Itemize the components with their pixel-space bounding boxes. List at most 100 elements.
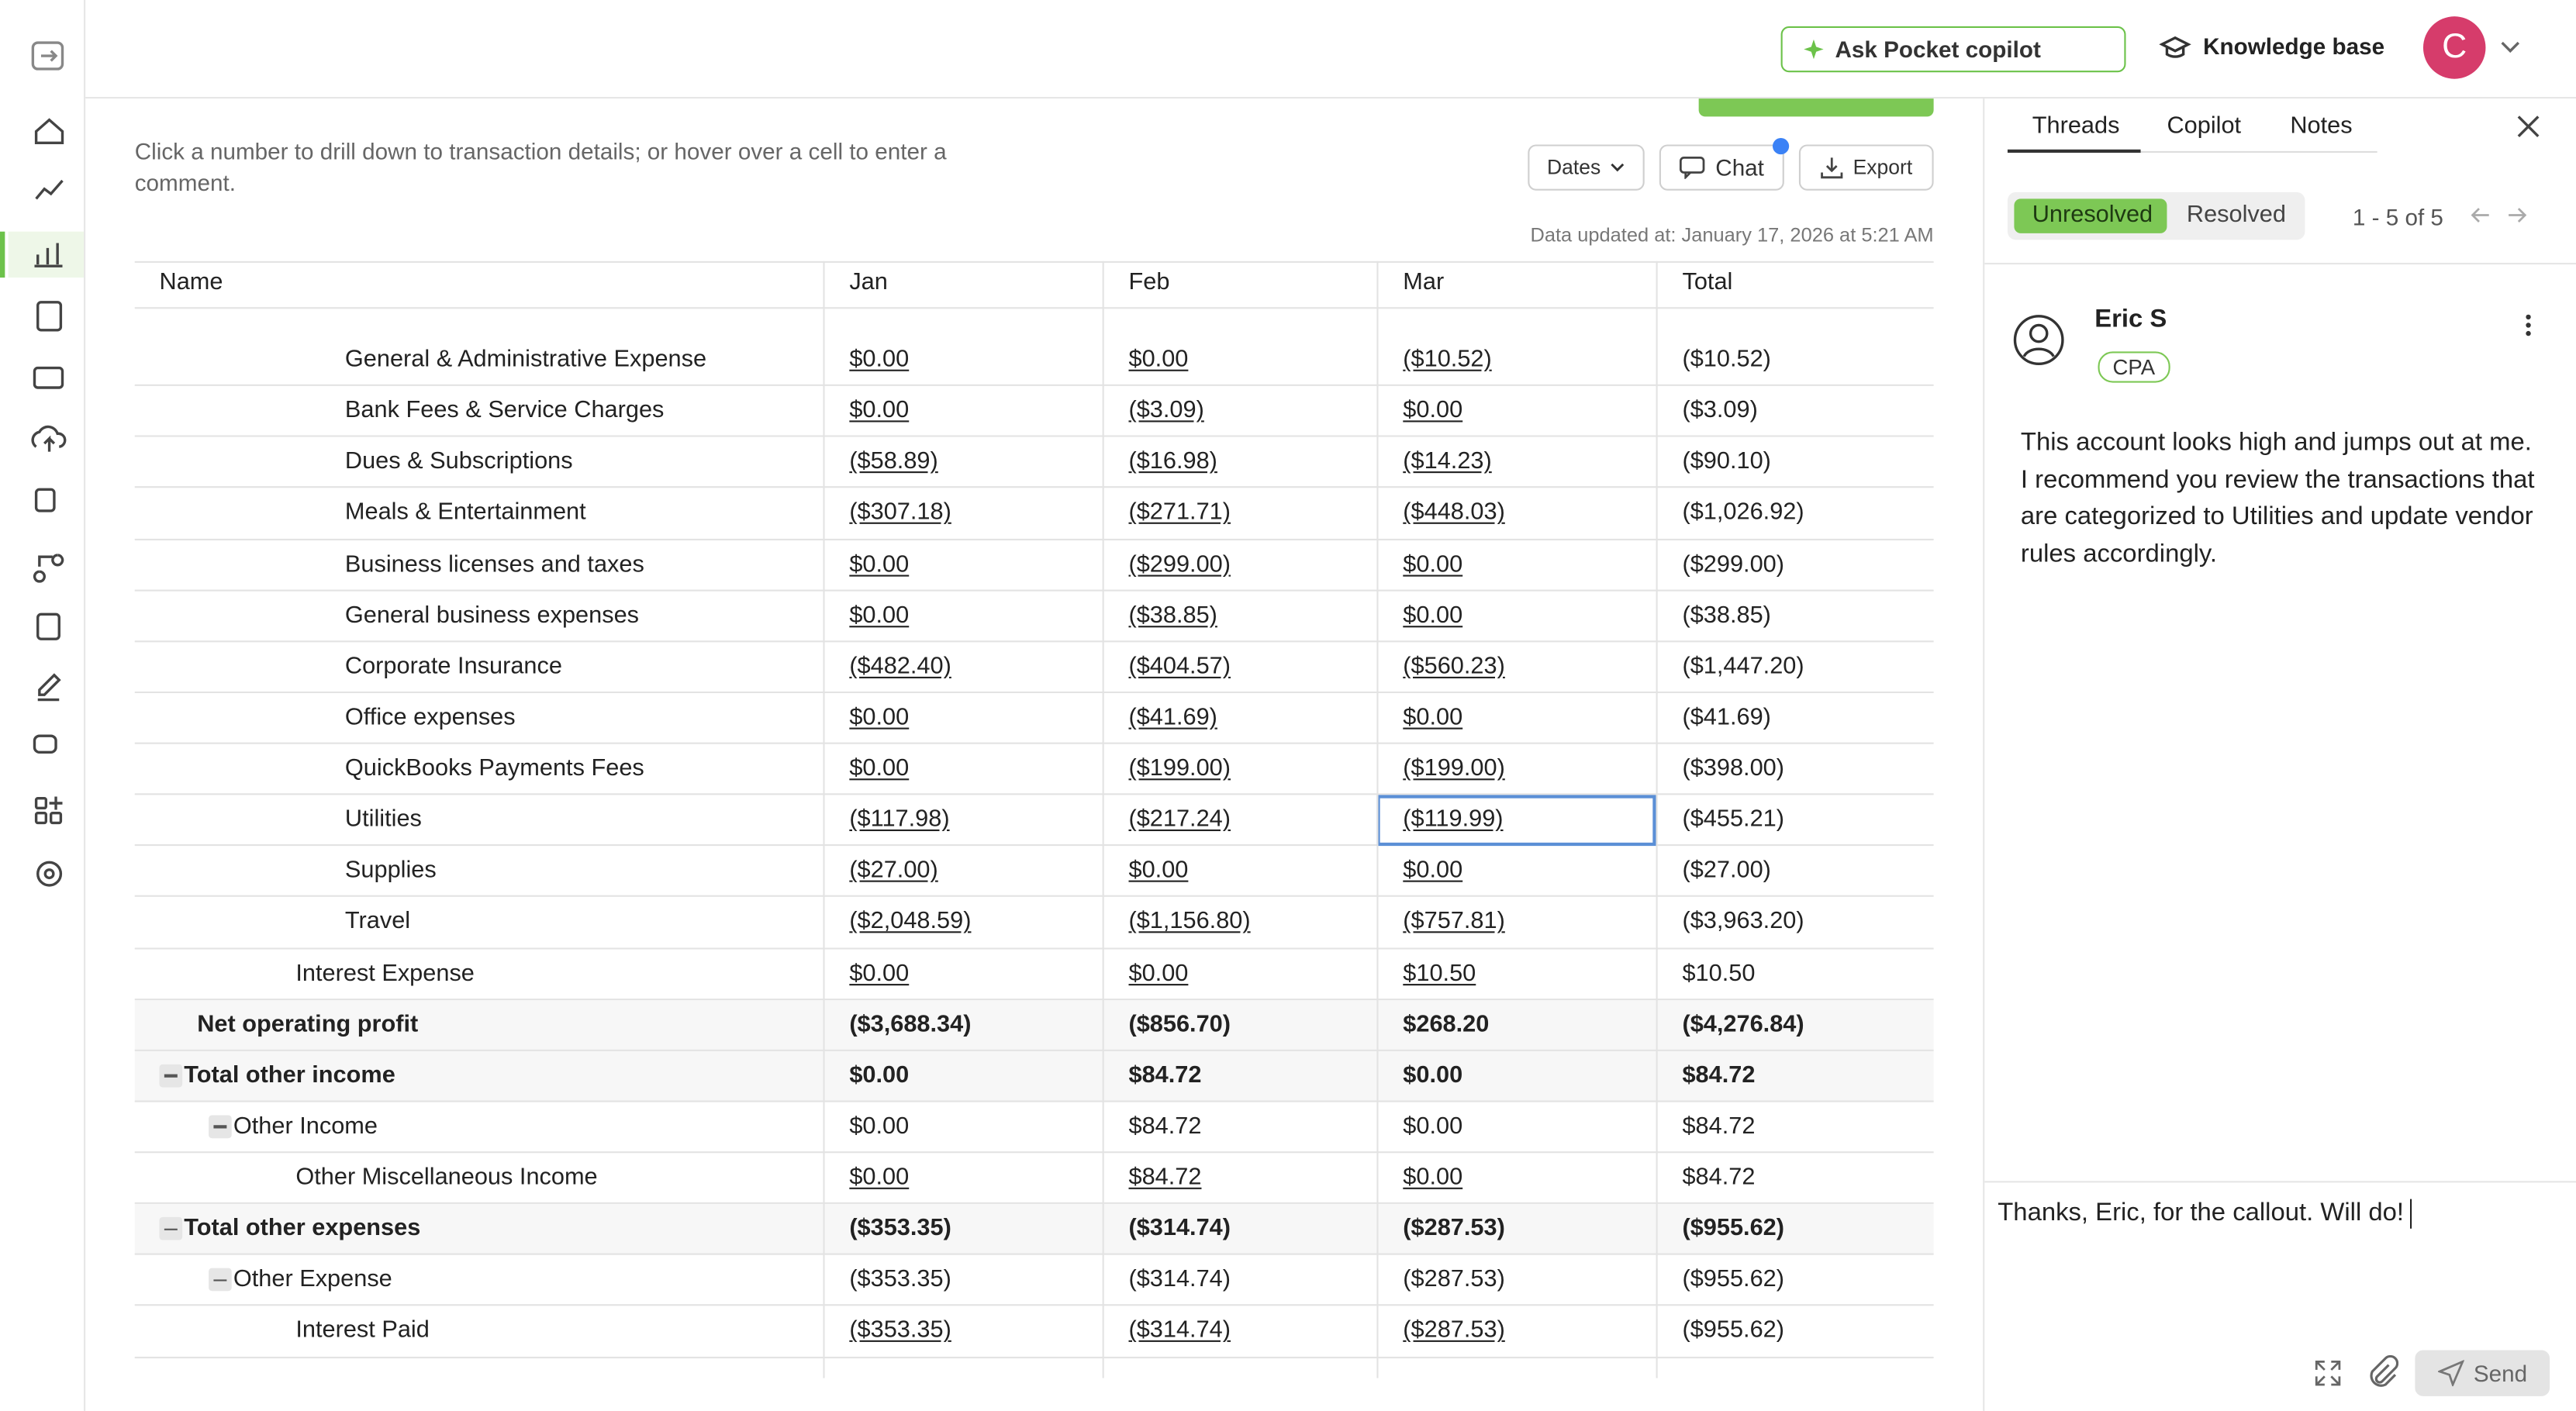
amount-link[interactable]: ($271.71) [1128,499,1231,526]
primary-button-edge[interactable] [1698,98,1934,117]
list-icon[interactable] [36,612,60,640]
amount-link[interactable]: ($299.00) [1128,550,1231,578]
amount-link[interactable]: ($16.98) [1128,448,1217,475]
amount-link[interactable]: $0.00 [1403,602,1463,629]
collapse-toggle[interactable] [159,1064,183,1088]
amount-link[interactable]: $0.00 [849,550,910,578]
expand-icon[interactable] [31,41,64,71]
amount-link[interactable]: ($27.00) [849,857,938,885]
trends-icon[interactable] [35,179,64,200]
pager-arrows[interactable] [2469,205,2528,225]
attach-button[interactable] [2366,1354,2399,1388]
collapse-toggle[interactable] [209,1268,232,1292]
amount-link[interactable]: ($287.53) [1403,1318,1505,1345]
upload-icon[interactable] [31,425,67,452]
reply-input[interactable]: Thanks, Eric, for the callout. Will do! [1998,1199,2412,1229]
amount-link[interactable]: ($1,156.80) [1128,909,1251,936]
dates-button[interactable]: Dates [1528,144,1645,191]
amount-link[interactable]: ($307.18) [849,499,951,526]
panel-tab[interactable]: Copilot [2167,113,2242,140]
chat-label: Chat [1715,154,1764,181]
row-name: Business licenses and taxes [344,550,644,578]
avatar-chevron[interactable] [2498,40,2522,56]
amount-link[interactable]: $0.00 [849,1164,910,1192]
amount-link[interactable]: $10.50 [1403,960,1476,987]
amount-link[interactable]: ($757.81) [1403,909,1505,936]
minus [164,1228,178,1230]
amount-link[interactable]: ($560.23) [1403,653,1505,680]
expand-button[interactable] [2313,1358,2343,1388]
filter-option[interactable]: Resolved [2186,202,2286,229]
amount-link[interactable]: ($217.24) [1128,806,1231,833]
settings-icon[interactable] [36,861,63,887]
row-name: Total other income [184,1062,395,1089]
amount-link[interactable]: ($41.69) [1128,704,1217,731]
row-name: Net operating profit [197,1011,419,1038]
comment-menu[interactable] [2522,312,2535,339]
send-button[interactable]: Send [2415,1350,2550,1396]
chat-icon[interactable] [33,734,57,754]
copilot-button[interactable]: Ask Pocket copilot [1780,26,2126,73]
amount-link[interactable]: ($3.09) [1128,397,1204,424]
comment-text: This account looks high and jumps out at… [2020,428,2535,569]
table-row [134,1102,1934,1154]
copy-icon[interactable] [34,488,56,512]
amount-link[interactable]: $0.00 [849,602,910,629]
amount-link[interactable]: $84.72 [1128,1164,1202,1192]
apps-icon[interactable] [34,796,48,810]
flow-icon[interactable] [33,554,64,583]
money-icon[interactable] [33,366,64,389]
amount-link[interactable]: ($117.98) [849,806,950,833]
docs-icon[interactable] [36,301,63,332]
amount-link[interactable]: ($14.23) [1403,448,1492,475]
amount-link[interactable]: $0.00 [849,704,910,731]
amount-link[interactable]: $0.00 [1403,857,1463,885]
export-button[interactable]: Export [1798,144,1934,191]
amount: ($3,688.34) [849,1011,972,1038]
filter-option[interactable]: Unresolved [2032,202,2153,229]
amount-link[interactable]: $0.00 [849,347,910,373]
amount-link[interactable]: ($38.85) [1128,602,1217,629]
amount-link[interactable]: $0.00 [1128,857,1189,885]
amount-link[interactable]: $0.00 [849,960,910,987]
amount-link[interactable]: ($2,048.59) [849,909,972,936]
collapse-toggle[interactable] [159,1217,183,1240]
home-icon[interactable] [34,118,64,145]
amount: $84.72 [1128,1113,1202,1140]
amount-link[interactable]: $0.00 [849,397,910,424]
amount-link[interactable]: $0.00 [1128,347,1189,373]
amount-link[interactable]: ($199.00) [1128,755,1231,782]
amount-link[interactable]: $0.00 [1128,960,1189,987]
chat-button[interactable]: Chat [1659,144,1784,191]
amount-link[interactable]: ($119.99) [1403,806,1504,833]
row-name: Dues & Subscriptions [344,448,573,475]
user-avatar[interactable]: C [2422,16,2486,79]
close-button[interactable] [2516,113,2542,140]
reports-icon[interactable] [34,243,63,267]
amount-link[interactable]: ($482.40) [849,653,951,680]
amount-link[interactable]: $0.00 [1403,397,1463,424]
amount: ($955.62) [1682,1267,1784,1294]
amount-link[interactable]: ($448.03) [1403,499,1505,526]
knowledge-base-link[interactable]: Knowledge base [2203,33,2385,60]
edit-icon[interactable] [37,673,61,702]
amount-link[interactable]: ($199.00) [1403,755,1505,782]
selected-cell[interactable] [1376,795,1656,847]
amount-link[interactable]: $0.00 [1403,550,1463,578]
amount-link[interactable]: ($58.89) [849,448,938,475]
row-name: Meals & Entertainment [344,499,586,526]
row-name: Bank Fees & Service Charges [344,397,665,424]
collapse-toggle[interactable] [209,1115,232,1139]
amount: ($3,963.20) [1682,909,1804,936]
amount-link[interactable]: $0.00 [849,755,910,782]
amount-link[interactable]: ($404.57) [1128,653,1231,680]
amount-link[interactable]: $0.00 [1403,1164,1463,1192]
table-row [134,1050,1934,1102]
amount-link[interactable]: ($353.35) [849,1318,951,1345]
amount-link[interactable]: $0.00 [1403,704,1463,731]
amount-link[interactable]: ($314.74) [1128,1318,1231,1345]
panel-tab[interactable]: Threads [2032,113,2120,140]
panel-tab[interactable]: Notes [2290,113,2353,140]
amount-link[interactable]: ($10.52) [1403,347,1492,373]
